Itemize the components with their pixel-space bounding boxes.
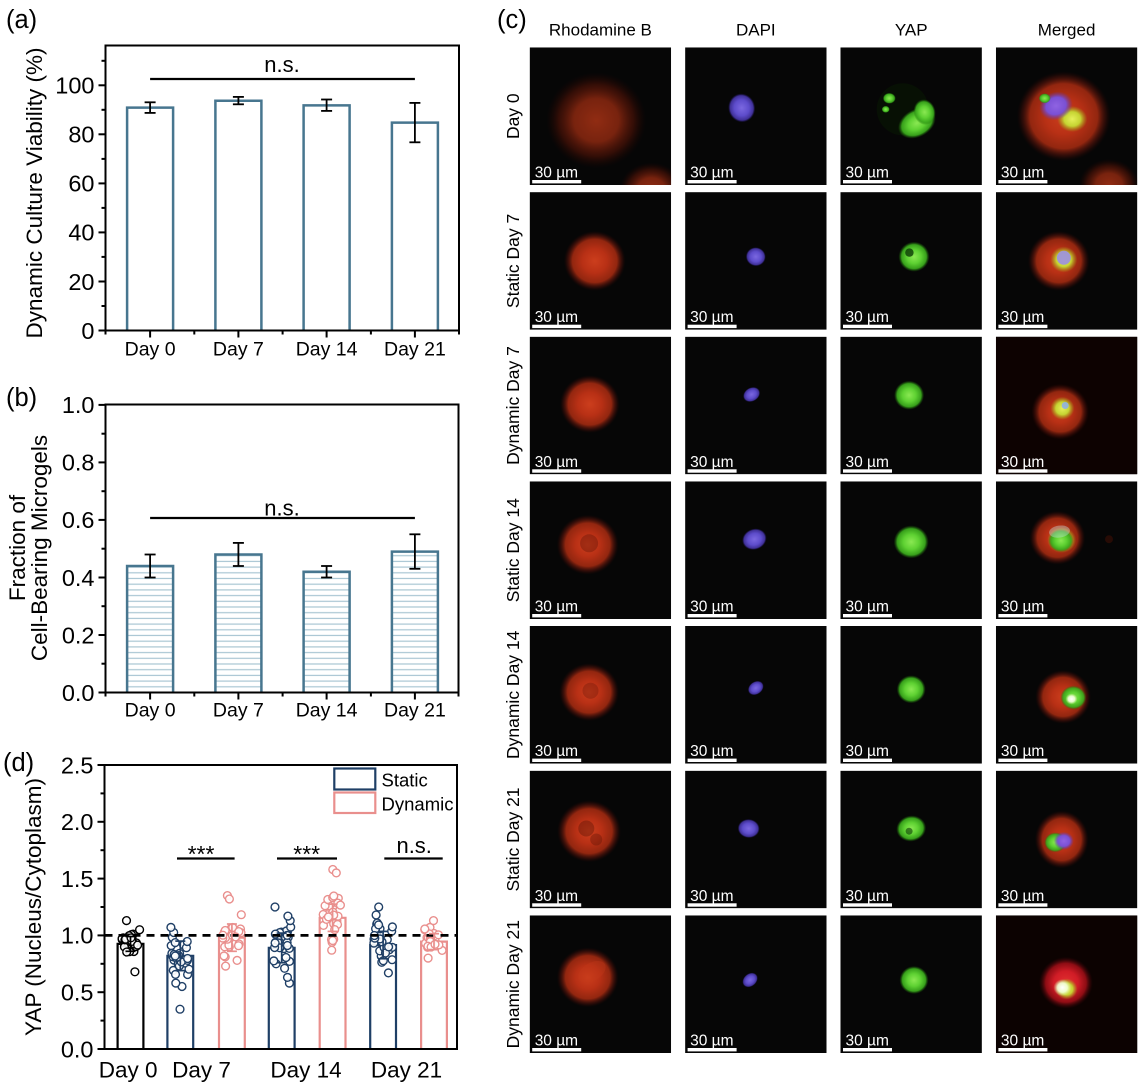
svg-text:Day 14: Day 14	[270, 1058, 341, 1083]
svg-text:Day 14: Day 14	[296, 700, 358, 722]
svg-text:30 µm: 30 µm	[846, 743, 889, 760]
svg-text:30 µm: 30 µm	[1001, 743, 1044, 760]
svg-text:0.2: 0.2	[62, 622, 95, 648]
svg-text:30 µm: 30 µm	[1001, 309, 1044, 326]
svg-text:30 µm: 30 µm	[535, 888, 578, 905]
svg-text:30 µm: 30 µm	[535, 743, 578, 760]
svg-text:Day 14: Day 14	[296, 339, 358, 361]
svg-text:Day 21: Day 21	[371, 1058, 442, 1083]
svg-text:30 µm: 30 µm	[535, 309, 578, 326]
svg-text:(d): (d)	[3, 749, 34, 777]
svg-text:Dynamic Day 14: Dynamic Day 14	[503, 630, 523, 759]
svg-text:0.8: 0.8	[62, 450, 95, 476]
svg-text:30 µm: 30 µm	[846, 599, 889, 616]
svg-text:Day 21: Day 21	[384, 339, 446, 361]
svg-text:2.0: 2.0	[61, 809, 94, 835]
svg-text:Day 0: Day 0	[99, 1058, 158, 1083]
svg-text:n.s.: n.s.	[264, 52, 299, 77]
svg-text:Static Day 14: Static Day 14	[503, 498, 523, 602]
svg-text:YAP (Nucleus/Cytoplasm): YAP (Nucleus/Cytoplasm)	[21, 778, 46, 1036]
svg-text:n.s.: n.s.	[396, 833, 431, 858]
svg-text:Merged: Merged	[1038, 21, 1096, 40]
svg-text:Day 7: Day 7	[213, 339, 264, 361]
svg-text:0: 0	[81, 318, 94, 344]
svg-text:***: ***	[188, 841, 215, 867]
svg-text:n.s.: n.s.	[264, 496, 299, 521]
svg-text:1.5: 1.5	[61, 866, 94, 892]
svg-text:1.0: 1.0	[61, 923, 94, 949]
svg-text:Static: Static	[382, 770, 428, 791]
svg-text:Dynamic Day 7: Dynamic Day 7	[503, 346, 523, 465]
svg-text:30 µm: 30 µm	[690, 743, 733, 760]
svg-text:30 µm: 30 µm	[846, 309, 889, 326]
svg-text:30 µm: 30 µm	[535, 599, 578, 616]
svg-text:30 µm: 30 µm	[690, 454, 733, 471]
svg-text:30 µm: 30 µm	[535, 454, 578, 471]
svg-text:2.5: 2.5	[61, 752, 94, 778]
svg-text:Day 7: Day 7	[213, 700, 264, 722]
svg-text:0.5: 0.5	[61, 980, 94, 1006]
svg-text:30 µm: 30 µm	[1001, 165, 1044, 182]
svg-text:Day 0: Day 0	[125, 339, 176, 361]
svg-text:0.6: 0.6	[62, 507, 95, 533]
svg-text:30 µm: 30 µm	[690, 599, 733, 616]
svg-text:30 µm: 30 µm	[1001, 888, 1044, 905]
svg-text:1.0: 1.0	[62, 392, 95, 418]
svg-text:Dynamic: Dynamic	[382, 794, 454, 815]
svg-text:30 µm: 30 µm	[846, 165, 889, 182]
svg-text:(a): (a)	[6, 6, 37, 34]
svg-text:Cell-Bearing Microgels: Cell-Bearing Microgels	[27, 435, 52, 661]
svg-text:30 µm: 30 µm	[690, 1033, 733, 1050]
svg-text:40: 40	[68, 220, 94, 246]
svg-text:30 µm: 30 µm	[846, 1033, 889, 1050]
svg-text:***: ***	[293, 841, 320, 867]
svg-text:100: 100	[55, 73, 94, 99]
svg-text:(b): (b)	[6, 384, 37, 412]
svg-text:0.0: 0.0	[62, 680, 95, 706]
svg-text:30 µm: 30 µm	[1001, 599, 1044, 616]
svg-text:DAPI: DAPI	[736, 21, 776, 40]
svg-text:30 µm: 30 µm	[846, 454, 889, 471]
svg-text:30 µm: 30 µm	[690, 165, 733, 182]
svg-text:30 µm: 30 µm	[535, 1033, 578, 1050]
svg-text:Day 7: Day 7	[172, 1058, 231, 1083]
svg-text:30 µm: 30 µm	[1001, 454, 1044, 471]
svg-text:Fraction of: Fraction of	[5, 494, 30, 601]
svg-text:80: 80	[68, 122, 94, 148]
svg-text:20: 20	[68, 269, 94, 295]
svg-text:30 µm: 30 µm	[690, 309, 733, 326]
svg-text:60: 60	[68, 171, 94, 197]
svg-text:30 µm: 30 µm	[1001, 1033, 1044, 1050]
svg-text:Rhodamine B: Rhodamine B	[549, 21, 652, 40]
svg-text:Static Day 7: Static Day 7	[503, 214, 523, 308]
svg-text:30 µm: 30 µm	[535, 165, 578, 182]
svg-text:Static Day 21: Static Day 21	[503, 787, 523, 891]
svg-text:Day 21: Day 21	[384, 700, 446, 722]
svg-text:Day 0: Day 0	[125, 700, 176, 722]
svg-text:(c): (c)	[497, 6, 527, 34]
svg-text:30 µm: 30 µm	[846, 888, 889, 905]
svg-text:Dynamic Day 21: Dynamic Day 21	[503, 920, 523, 1048]
svg-text:30 µm: 30 µm	[690, 888, 733, 905]
svg-text:Day 0: Day 0	[503, 93, 523, 139]
svg-text:0.4: 0.4	[62, 565, 95, 591]
svg-text:0.0: 0.0	[61, 1036, 94, 1062]
svg-text:YAP: YAP	[895, 21, 928, 40]
svg-text:Dynamic Culture Viability (%): Dynamic Culture Viability (%)	[22, 48, 47, 339]
